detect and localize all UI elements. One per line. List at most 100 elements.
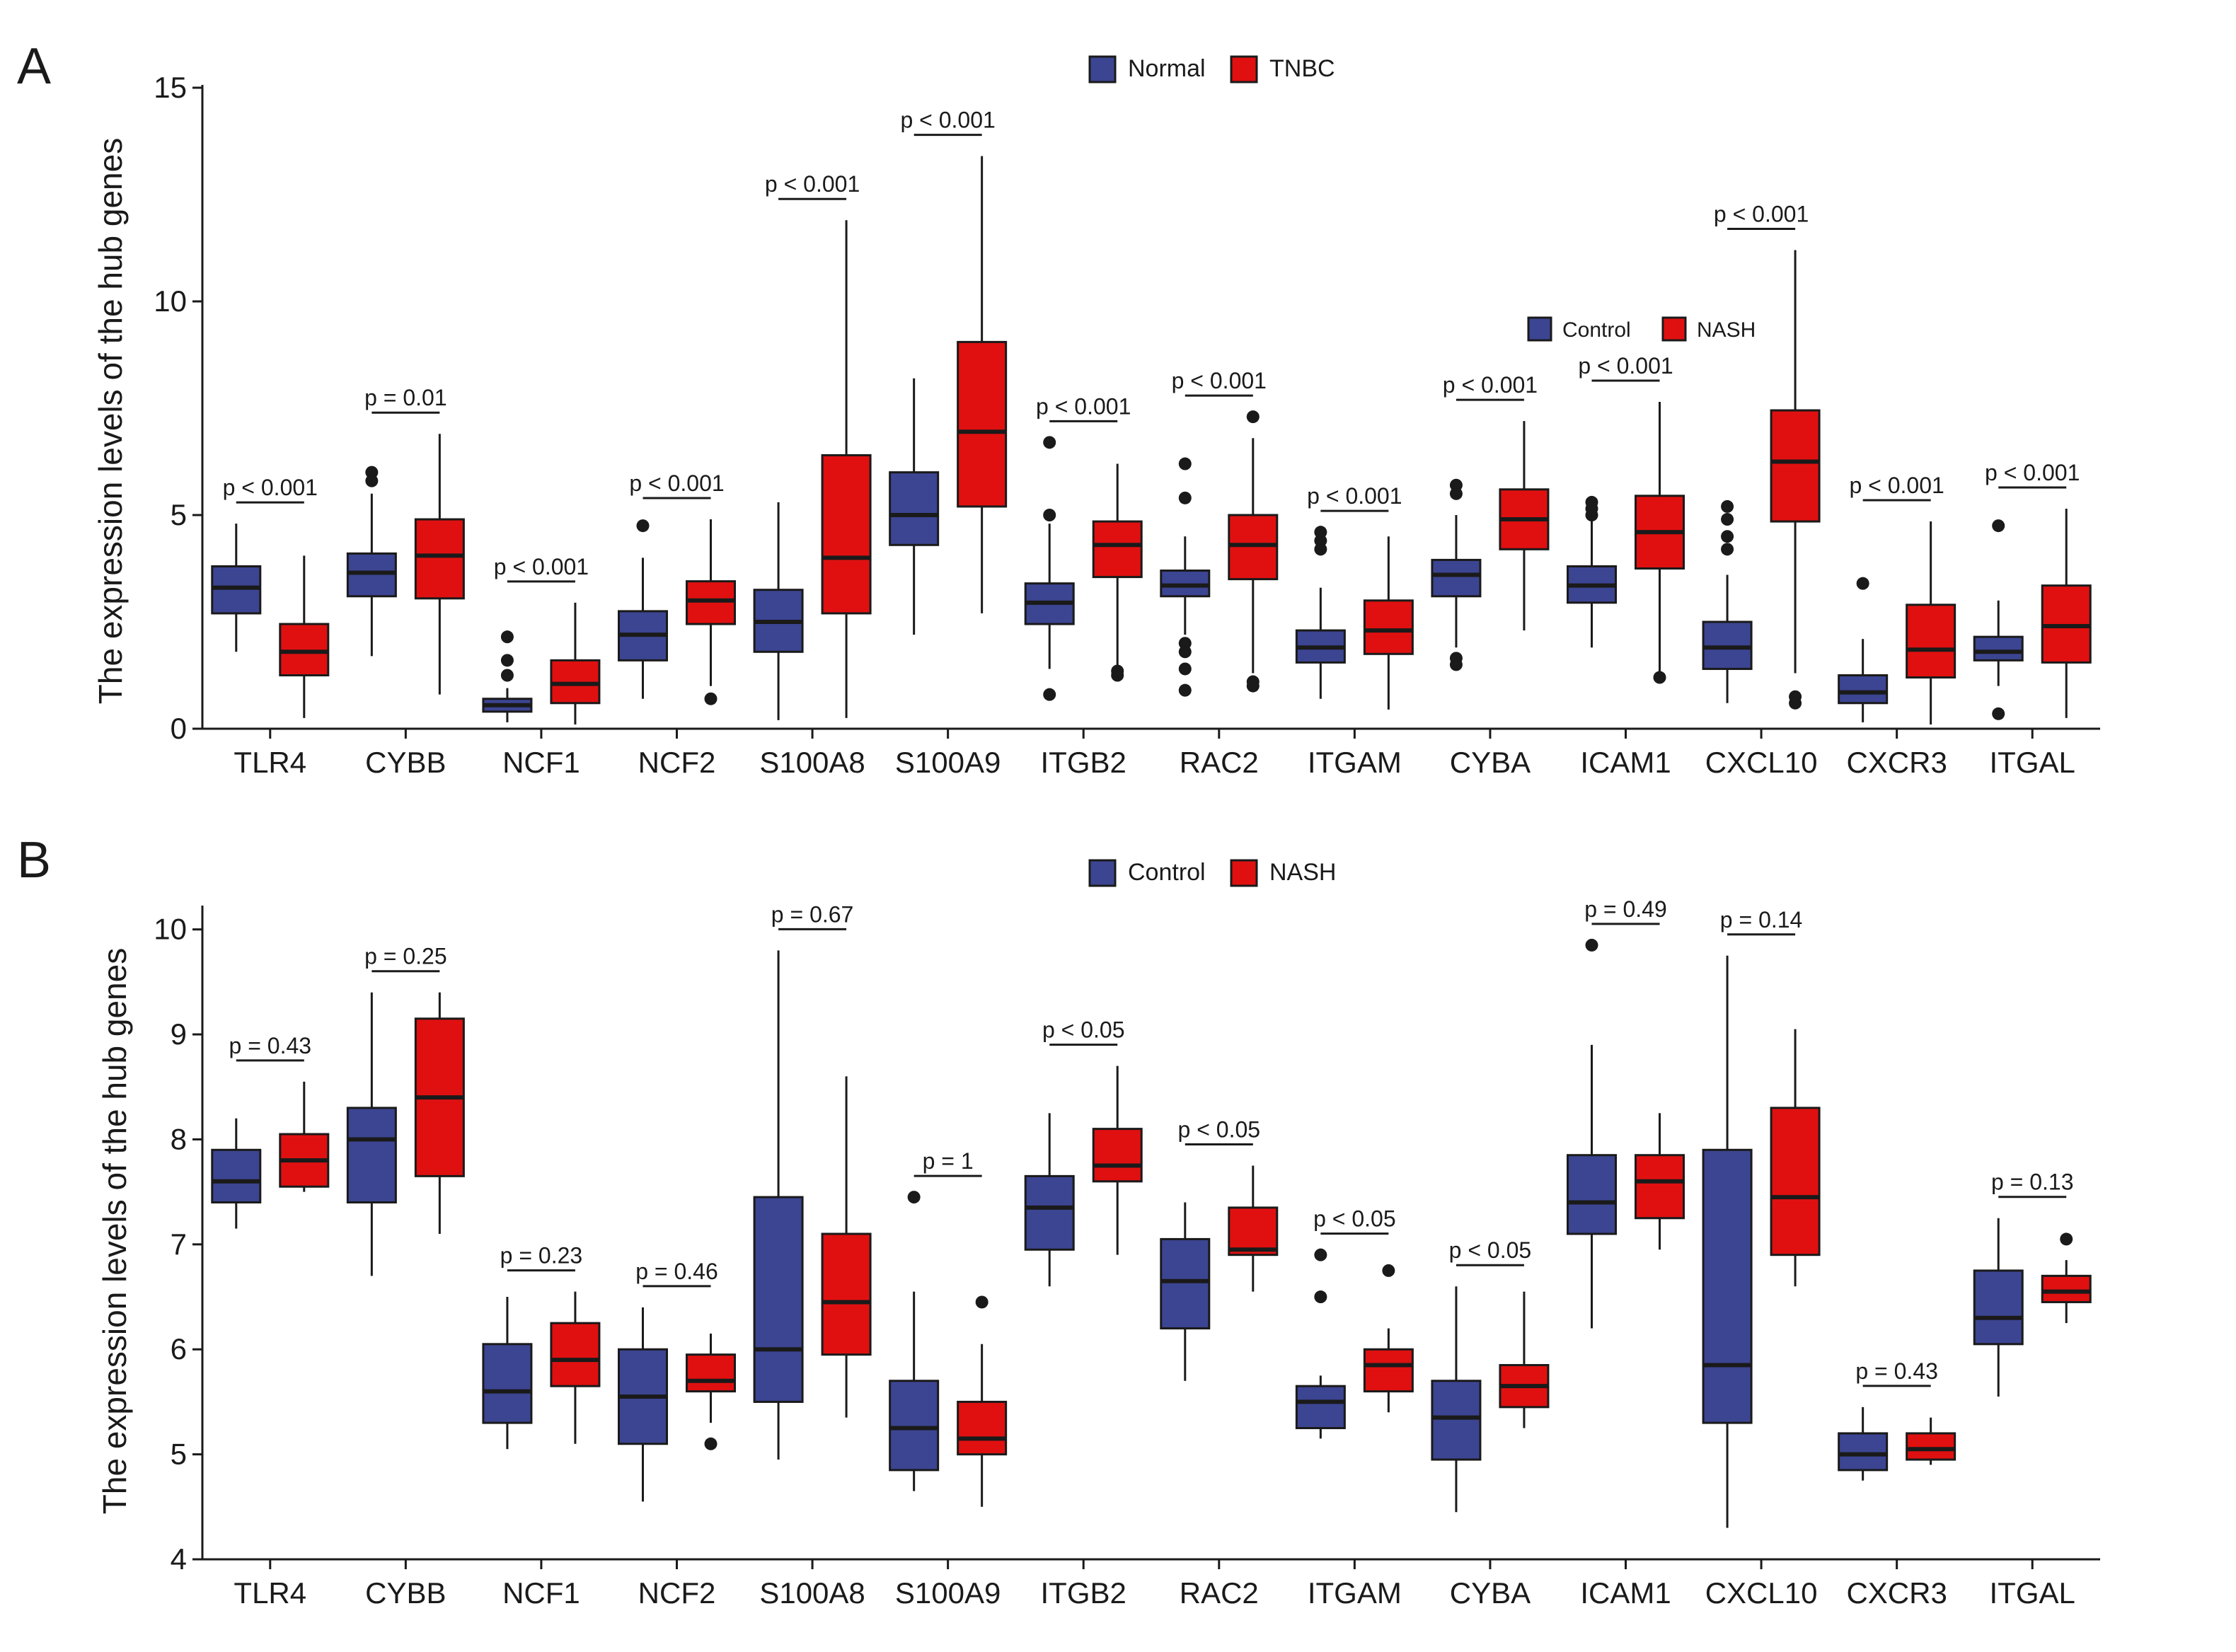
box-outlier-point [500, 669, 514, 682]
x-tick-label: NCF2 [638, 746, 716, 779]
box-outlier-point [907, 1191, 921, 1204]
inset-legend-swatch-nash [1661, 316, 1687, 342]
box-body [211, 1148, 262, 1203]
box-body [957, 340, 1008, 508]
box-outlier-point [1449, 478, 1463, 492]
box-body [482, 1343, 533, 1424]
box-outlier-point [1789, 690, 1802, 703]
p-value-label: p = 0.67 [771, 901, 854, 927]
legend-label-normal: Normal [1128, 55, 1206, 82]
box-outlier-point [1178, 457, 1192, 470]
x-tick-label: CYBB [365, 746, 446, 779]
box-body [686, 1353, 736, 1393]
p-value-label: p < 0.001 [223, 475, 318, 500]
box-body [889, 1380, 940, 1472]
panel-a-plot: 0 5 10 15 TLR4 p < 0.001 CYBB p = 0.01 NCF1 p < 0… [154, 71, 2100, 779]
box-body [550, 1322, 601, 1387]
legend-swatch-tnbc [1230, 55, 1258, 83]
p-value-label: p < 0.001 [1985, 460, 2080, 485]
panel-b-plot: 4 5 6 7 8 9 10 TLR4 p = 0.43 CYBB p = 0.25 NCF1 p = … [154, 896, 2100, 1610]
y-tick-label: 9 [171, 1017, 187, 1051]
legend-swatch-normal [1088, 55, 1117, 83]
p-value-label: p = 0.43 [1855, 1358, 1938, 1384]
box-body [1228, 514, 1279, 581]
p-value-label: p < 0.05 [1313, 1206, 1396, 1232]
x-tick-label: ICAM1 [1580, 746, 1671, 779]
p-value-label: p < 0.05 [1042, 1017, 1125, 1043]
box-body [821, 1232, 872, 1356]
box-body [1973, 635, 2024, 662]
inset-legend-label-control: Control [1562, 318, 1631, 342]
x-tick-label: NCF2 [638, 1576, 716, 1610]
p-value-label: p < 0.001 [1849, 473, 1944, 498]
box-body [1431, 1380, 1482, 1461]
box-outlier-point [1449, 652, 1463, 665]
box-outlier-point [1178, 683, 1192, 697]
box-body [1363, 599, 1414, 655]
box-outlier-point [1178, 637, 1192, 650]
box-body [753, 1196, 804, 1403]
box-body [346, 1107, 397, 1203]
x-tick-label: ITGAM [1308, 1576, 1402, 1610]
box-body [1567, 1154, 1617, 1235]
legend-swatch-control [1088, 859, 1117, 887]
box-body [211, 565, 262, 615]
x-tick-label: CYBA [1450, 746, 1531, 779]
inset-legend-label-nash: NASH [1697, 318, 1756, 342]
box-body [2041, 584, 2092, 664]
y-tick-label: 5 [171, 498, 187, 531]
x-tick-label: CXCL10 [1705, 746, 1818, 779]
y-tick-label: 10 [154, 913, 187, 946]
box-outlier-point [1043, 688, 1056, 701]
x-tick-label: ITGAM [1308, 746, 1402, 779]
box-body [821, 454, 872, 615]
box-outlier-point [1314, 526, 1327, 539]
box-body [1160, 570, 1211, 598]
box-body [1702, 1148, 1753, 1424]
box-outlier-point [1585, 495, 1598, 509]
box-body [346, 552, 397, 598]
p-value-label: p < 0.001 [1578, 353, 1673, 379]
p-value-label: p = 0.23 [500, 1243, 583, 1269]
box-body [550, 659, 601, 705]
p-value-label: p < 0.001 [765, 171, 860, 197]
p-value-label: p = 1 [923, 1148, 974, 1174]
p-value-label: p < 0.001 [1172, 368, 1267, 393]
y-tick-label: 7 [171, 1228, 187, 1261]
x-tick-label: RAC2 [1180, 746, 1259, 779]
box-outlier-point [1992, 707, 2005, 720]
panel-b-letter: B [17, 832, 51, 889]
box-outlier-point [1721, 530, 1734, 543]
p-value-label: p = 0.01 [364, 385, 447, 410]
p-value-label: p < 0.001 [629, 470, 724, 496]
box-outlier-point [975, 1295, 989, 1309]
p-value-label: p < 0.001 [1307, 483, 1402, 509]
box-outlier-point [1382, 1264, 1395, 1277]
box-outlier-point [1653, 671, 1666, 684]
p-value-label: p = 0.14 [1720, 907, 1803, 932]
panel-a-legend: Normal TNBC [1088, 55, 1335, 83]
box-outlier-point [1111, 664, 1124, 678]
box-body [1906, 603, 1956, 679]
box-outlier-point [1043, 509, 1056, 521]
box-body [1770, 409, 1821, 523]
x-tick-label: TLR4 [234, 1576, 306, 1610]
p-value-label: p < 0.001 [1714, 202, 1809, 227]
p-value-label: p < 0.001 [900, 108, 995, 133]
box-body [279, 623, 330, 677]
y-tick-label: 5 [171, 1438, 187, 1471]
x-tick-label: RAC2 [1180, 1576, 1259, 1610]
panel-b-ylabel: The expression levels of the hub genes [96, 948, 133, 1514]
box-body [1770, 1107, 1821, 1257]
box-outlier-point [1314, 1248, 1327, 1261]
box-body [2041, 1274, 2092, 1303]
x-tick-label: S100A8 [759, 1576, 865, 1610]
p-value-label: p = 0.43 [229, 1033, 312, 1058]
x-tick-label: S100A8 [759, 746, 865, 779]
box-outlier-point [1178, 662, 1192, 676]
box-body [1635, 1154, 1685, 1220]
x-tick-label: S100A9 [895, 1576, 1001, 1610]
p-value-label: p < 0.001 [1443, 372, 1538, 398]
box-outlier-point [2060, 1232, 2073, 1246]
